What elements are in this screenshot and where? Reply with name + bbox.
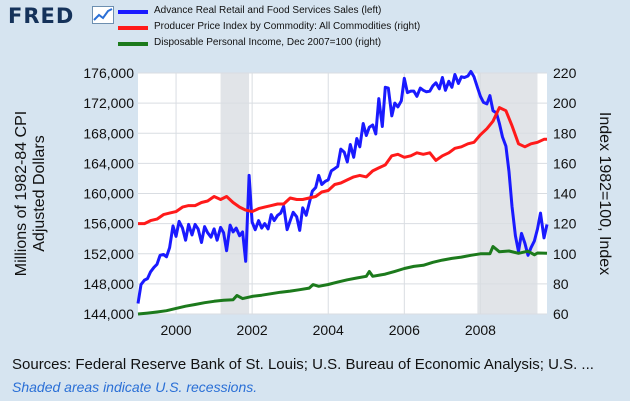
legend-swatch-retail-sales: [118, 10, 148, 14]
legend-label-disposable-income: Disposable Personal Income, Dec 2007=100…: [154, 37, 382, 48]
series-line: [137, 245, 548, 316]
legend-item-retail-sales: Advance Real Retail and Food Services Sa…: [118, 4, 420, 20]
y2-tick-label: 160: [553, 155, 577, 171]
x-tick-label: 2008: [465, 322, 496, 338]
x-tick-label: 2004: [313, 322, 344, 338]
recession-note: Shaded areas indicate U.S. recessions.: [12, 379, 258, 395]
y-tick-label: 176,000: [83, 65, 134, 81]
legend-item-ppi: Producer Price Index by Commodity: All C…: [118, 20, 420, 36]
y-tick-label: 168,000: [83, 125, 134, 141]
series-line: [136, 70, 549, 304]
series-line: [138, 106, 547, 226]
sources-text: Sources: Federal Reserve Bank of St. Lou…: [12, 356, 594, 373]
line-chart-icon: [92, 6, 114, 24]
y2-tick-label: 100: [553, 246, 577, 262]
y-tick-label: 152,000: [83, 246, 134, 262]
x-tick-label: 2002: [237, 322, 268, 338]
y2-axis-title: Index 1982=100, Index: [596, 112, 613, 275]
y-axis-title: Millions of 1982-84 CPIAdjusted Dollars: [13, 111, 48, 276]
fred-logo: FRED: [8, 4, 75, 28]
x-tick-label: 2000: [160, 322, 191, 338]
y2-tick-label: 200: [553, 95, 577, 111]
y2-tick-label: 60: [553, 306, 569, 322]
chart-legend: Advance Real Retail and Food Services Sa…: [118, 4, 420, 52]
x-tick-label: 2006: [389, 322, 420, 338]
legend-item-disposable-income: Disposable Personal Income, Dec 2007=100…: [118, 36, 420, 52]
legend-label-ppi: Producer Price Index by Commodity: All C…: [154, 21, 421, 32]
y-tick-label: 144,000: [83, 306, 134, 322]
y-tick-label: 164,000: [83, 155, 134, 171]
legend-swatch-ppi: [118, 26, 148, 30]
y-tick-label: 160,000: [83, 186, 134, 202]
y2-tick-label: 140: [553, 186, 577, 202]
legend-swatch-disposable-income: [118, 42, 148, 46]
y2-tick-label: 180: [553, 125, 577, 141]
y-tick-label: 156,000: [83, 216, 134, 232]
legend-label-retail-sales: Advance Real Retail and Food Services Sa…: [154, 5, 382, 16]
y2-tick-label: 80: [553, 276, 569, 292]
y-tick-label: 148,000: [83, 276, 134, 292]
y2-tick-label: 220: [553, 65, 577, 81]
y-tick-label: 172,000: [83, 95, 134, 111]
y2-tick-label: 120: [553, 216, 577, 232]
